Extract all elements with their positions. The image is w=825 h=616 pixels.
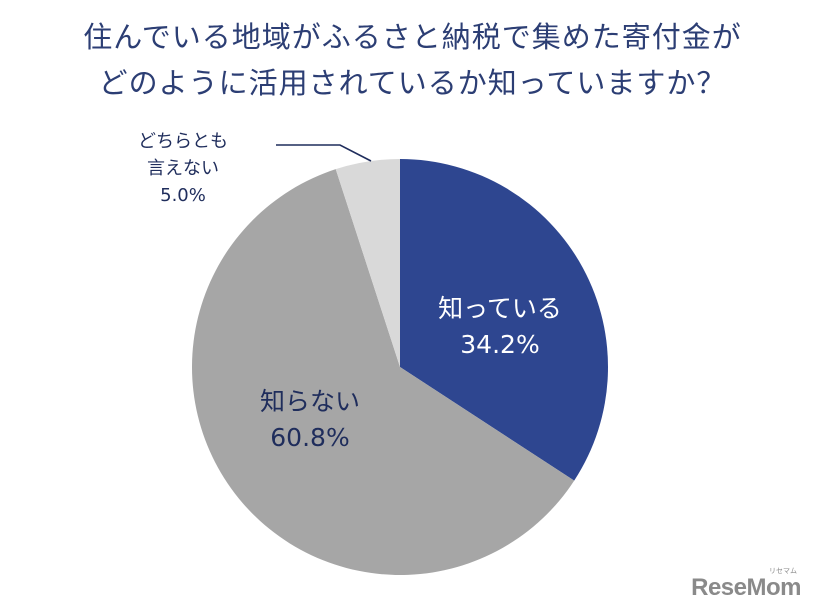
- pie-slice-0: [400, 159, 608, 481]
- resemom-logo: ReseMom リセマム: [691, 568, 801, 602]
- label-neither: どちらとも 言えない 5.0%: [118, 128, 248, 209]
- label-unknown-value: 60.8%: [270, 423, 350, 453]
- pie-slices: [191, 159, 608, 576]
- logo-ruby: リセマム: [769, 568, 797, 575]
- label-neither-value: 5.0%: [160, 185, 206, 206]
- label-unknown-name: 知らない: [259, 387, 360, 416]
- pie-slice-1: [191, 169, 575, 576]
- label-neither-name-1: どちらとも: [138, 131, 228, 152]
- label-unknown: 知らない 60.8%: [225, 384, 395, 457]
- label-known-name: 知っている: [438, 294, 562, 323]
- chart-title: 住んでいる地域がふるさと納税で集めた寄付金が どのように活用されているか知ってい…: [0, 14, 825, 106]
- label-known: 知っている 34.2%: [415, 291, 585, 364]
- label-known-value: 34.2%: [460, 330, 540, 360]
- leader-line: [276, 144, 372, 162]
- label-neither-name-2: 言えない: [147, 158, 219, 179]
- chart-title-line-2: どのように活用されているか知っていますか？: [98, 66, 727, 100]
- chart-title-line-1: 住んでいる地域がふるさと納税で集めた寄付金が: [83, 20, 742, 54]
- pie-slice-2: [335, 159, 400, 367]
- logo-text: ReseMom: [691, 574, 801, 601]
